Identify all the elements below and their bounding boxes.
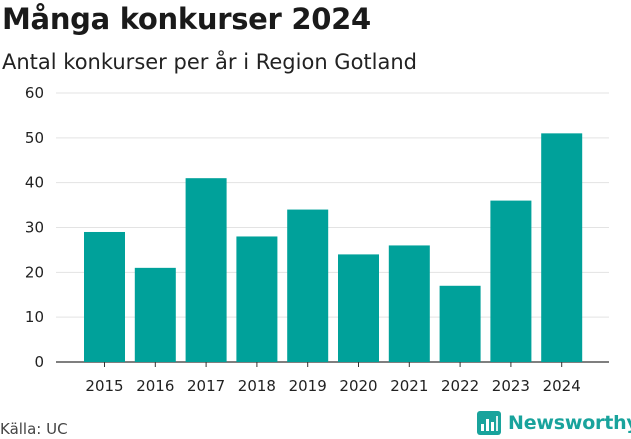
- bar-2018: [236, 236, 278, 362]
- brand-logo: Newsworthy: [476, 409, 631, 437]
- x-tick-label: 2020: [339, 377, 377, 395]
- y-tick-label: 40: [25, 174, 44, 192]
- y-tick-label: 10: [25, 308, 44, 326]
- x-tick-label: 2023: [492, 377, 530, 395]
- y-tick-label: 60: [25, 84, 44, 102]
- x-tick-label: 2019: [289, 377, 327, 395]
- bar-2023: [490, 200, 532, 362]
- bar-2015: [84, 231, 125, 362]
- bar-2020: [338, 254, 379, 362]
- y-axis-ticks: 0 10 20 30 40 50 60: [25, 84, 44, 371]
- bar-2019: [287, 209, 329, 362]
- bar-2022: [439, 285, 481, 362]
- bar-2017: [185, 178, 227, 362]
- bars: [84, 133, 583, 362]
- y-tick-label: 50: [25, 129, 44, 147]
- y-tick-label: 20: [25, 263, 44, 281]
- x-tick-label: 2018: [238, 377, 276, 395]
- x-tick-label: 2016: [136, 377, 174, 395]
- chart-title: Många konkurser 2024: [2, 2, 371, 36]
- newsworthy-chart-icon: [477, 411, 501, 435]
- brand-name: Newsworthy: [508, 412, 631, 434]
- bar-2021: [388, 245, 430, 362]
- x-tick-label: 2022: [441, 377, 479, 395]
- y-tick-label: 30: [25, 219, 44, 237]
- x-axis-ticks: 2015 2016 2017 2018 2019 2020 2021 2022 2023 2024: [85, 362, 581, 395]
- x-tick-label: 2017: [187, 377, 225, 395]
- chart-subtitle: Antal konkurser per år i Region Gotland: [2, 50, 417, 74]
- x-tick-label: 2015: [85, 377, 123, 395]
- bar-2016: [134, 267, 176, 362]
- source-note: Källa: UC: [0, 420, 68, 438]
- bar-2024: [541, 133, 583, 362]
- x-tick-label: 2024: [543, 377, 581, 395]
- y-tick-label: 0: [34, 353, 44, 371]
- x-tick-label: 2021: [390, 377, 428, 395]
